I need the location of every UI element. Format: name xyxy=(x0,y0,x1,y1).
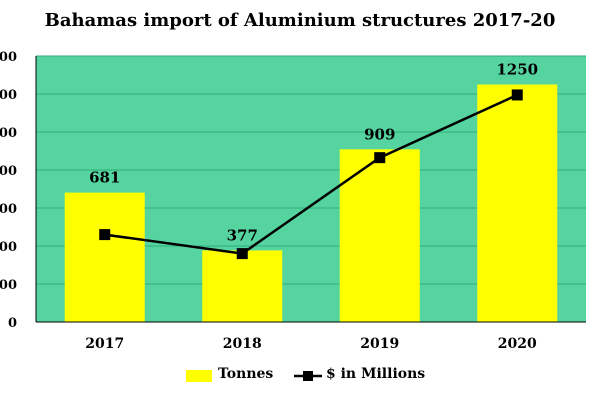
x-tick-label: 2019 xyxy=(360,336,399,352)
y-tick-label: 0 xyxy=(8,316,17,331)
bar xyxy=(339,149,420,322)
line-series xyxy=(99,89,523,260)
x-tick-label: 2017 xyxy=(85,336,124,352)
y-tick-label: 1200 xyxy=(0,88,17,103)
data-labels: 681 377 909 1250 xyxy=(89,61,538,245)
legend-label-usd-millions: $ in Millions xyxy=(326,366,426,382)
line-marker xyxy=(99,229,111,241)
y-tick-label: 600 xyxy=(0,202,17,217)
line-marker xyxy=(374,152,386,164)
x-tick-label: 2020 xyxy=(498,336,537,352)
bar xyxy=(64,192,145,322)
bar-value-label: 1250 xyxy=(496,61,538,79)
line-marker xyxy=(236,248,248,260)
bar-series xyxy=(64,84,558,322)
bar-value-label: 909 xyxy=(364,125,395,143)
x-axis: 2017 2018 2019 2020 xyxy=(36,321,586,352)
bar-value-label: 681 xyxy=(89,169,120,187)
chart-title: Bahamas import of Aluminium structures 2… xyxy=(44,10,556,31)
bar xyxy=(477,84,558,322)
x-tick-label: 2018 xyxy=(223,336,262,352)
legend-marker xyxy=(303,371,313,381)
bar xyxy=(202,250,283,322)
legend-label-tonnes: Tonnes xyxy=(218,366,274,382)
y-tick-label: 800 xyxy=(0,164,17,179)
y-tick-label: 1400 xyxy=(0,50,17,65)
y-tick-label: 1000 xyxy=(0,126,17,141)
y-tick-label: 400 xyxy=(0,240,17,255)
bar-value-label: 377 xyxy=(227,226,258,244)
y-axis: 0 200 400 600 800 1000 1200 1400 xyxy=(0,50,37,331)
series-line xyxy=(104,93,518,255)
y-tick-label: 200 xyxy=(0,278,17,293)
legend-marks xyxy=(186,370,322,382)
line-marker xyxy=(511,89,523,101)
legend-swatch-tonnes xyxy=(186,370,212,382)
